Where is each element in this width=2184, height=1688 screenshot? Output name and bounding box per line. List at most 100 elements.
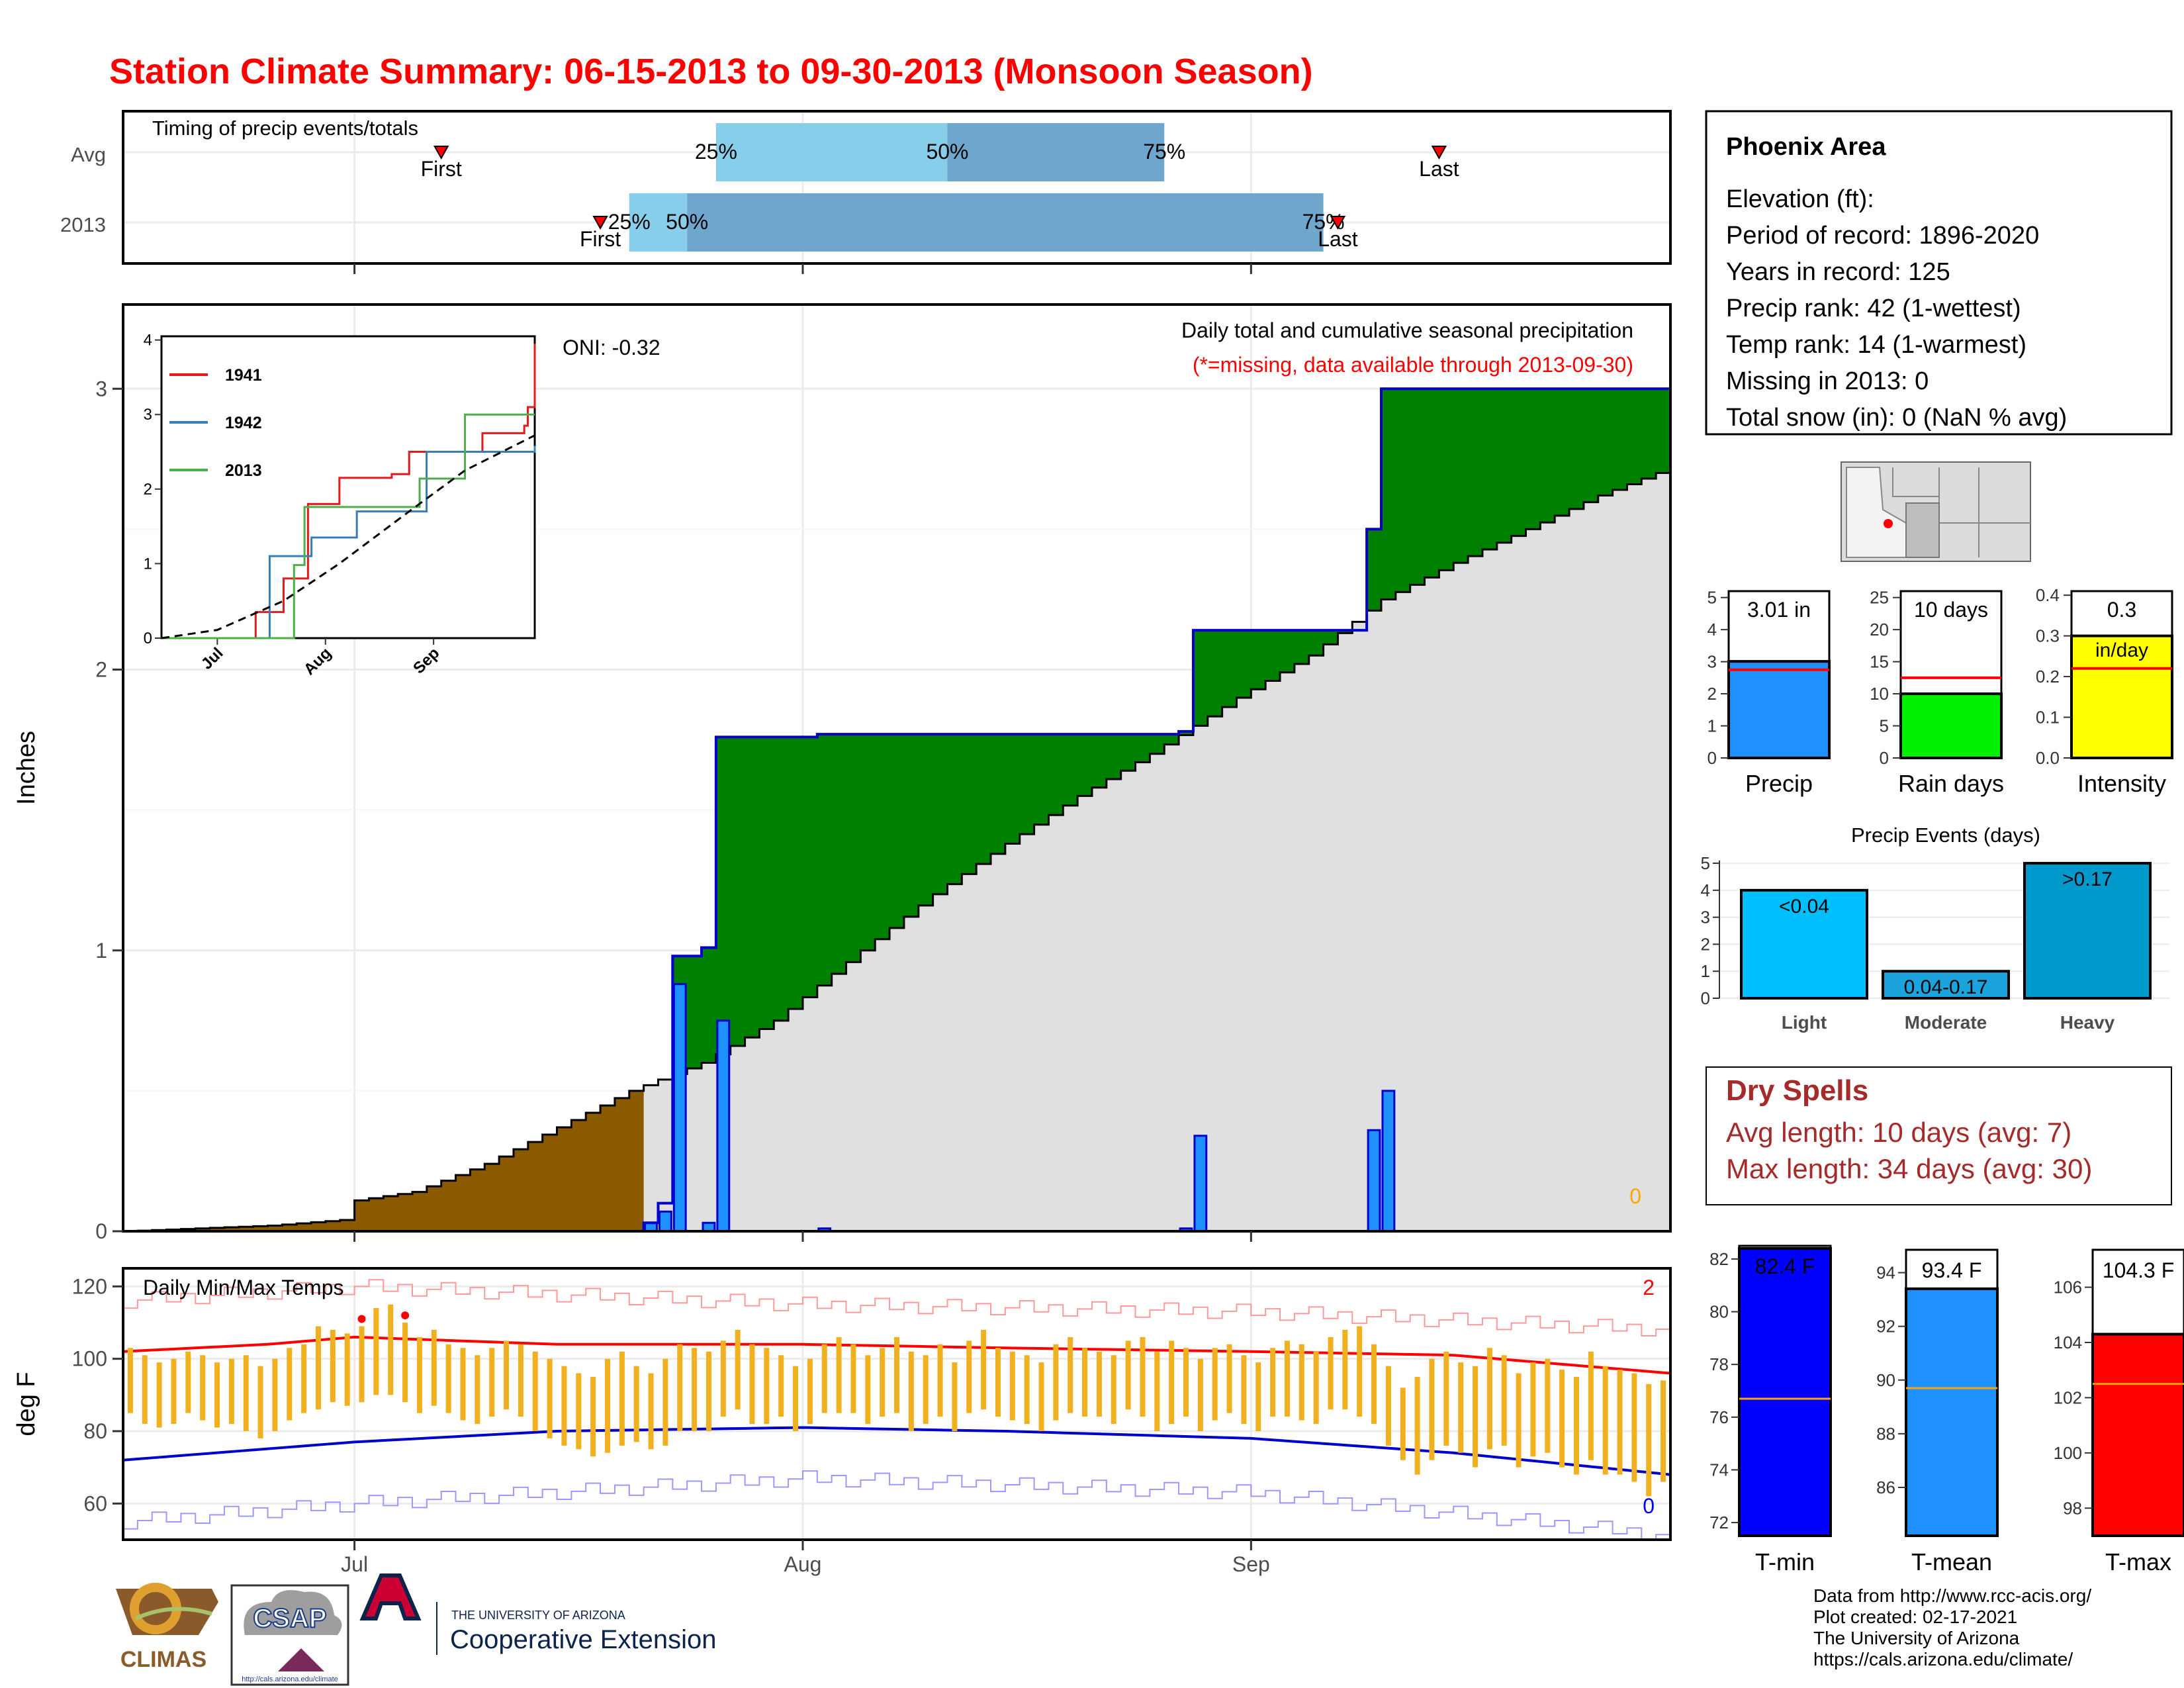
daily-precip-bar xyxy=(658,1210,672,1233)
precip-average-area xyxy=(1338,633,1353,1231)
precip-average-area xyxy=(1106,778,1122,1231)
precip-surplus-area xyxy=(1598,389,1614,496)
precip-surplus-area xyxy=(1265,630,1281,681)
events-ytick-label: 3 xyxy=(1701,908,1710,927)
summary-bar-precip xyxy=(1727,660,1831,760)
precip-average-area xyxy=(1453,563,1469,1231)
precip-surplus-area xyxy=(1555,389,1570,516)
precip-deficit-area xyxy=(369,1198,384,1231)
precip-surplus-area xyxy=(846,734,861,962)
precip-deficit-area xyxy=(586,1112,601,1231)
precip-average-area xyxy=(1424,577,1439,1231)
precip-average-area xyxy=(1525,529,1541,1231)
precip-average-area xyxy=(889,927,905,1231)
precip-average-area xyxy=(1251,689,1266,1231)
timing-marker-icon xyxy=(433,146,449,160)
precip-deficit-area xyxy=(383,1196,398,1231)
precip-surplus-area xyxy=(715,737,731,1055)
ua-extension-text: Cooperative Extension xyxy=(450,1625,716,1654)
xtick-label: Aug xyxy=(784,1552,822,1576)
precip-surplus-area xyxy=(788,737,803,1009)
precip-average-area xyxy=(1496,542,1512,1231)
timing-marker-icon xyxy=(1330,216,1346,230)
precip-surplus-area xyxy=(991,734,1006,854)
precip-average-area xyxy=(1280,672,1295,1231)
temp-ytick-label: 60 xyxy=(83,1491,107,1515)
precip-average-area xyxy=(991,853,1006,1231)
summary-bar-intensity xyxy=(2070,634,2173,759)
missing-count: 0 xyxy=(1629,1184,1641,1208)
timing-marker-label: Last xyxy=(1419,157,1459,181)
precip-surplus-area xyxy=(1323,630,1338,645)
oni-value: ONI: -0.32 xyxy=(563,336,660,359)
precip-panel: Inches 0 1 2 3 ONI: -0.32 Daily total and c… xyxy=(13,303,1672,1243)
temp-line-record-max xyxy=(123,1279,1671,1336)
events-bar-range: 0.04-0.17 xyxy=(1904,976,1988,998)
precip-surplus-area xyxy=(1034,734,1049,825)
precip-surplus-area xyxy=(1048,734,1064,816)
timing-marker-icon xyxy=(592,216,608,230)
summary-value: 10 days xyxy=(1914,598,1988,622)
precip-average-area xyxy=(759,1029,774,1231)
precip-ytick-label: 3 xyxy=(95,377,107,400)
timing-marker-label: First xyxy=(421,157,462,181)
record-low-count: 0 xyxy=(1643,1494,1655,1518)
precip-average-area xyxy=(1583,502,1599,1231)
precip-surplus-area xyxy=(702,947,717,1063)
temp-summary-ytick-label: 98 xyxy=(2063,1498,2082,1518)
precip-surplus-area xyxy=(860,734,876,951)
climas-logo: CLIMAS xyxy=(116,1583,218,1672)
precip-surplus-area xyxy=(1207,630,1223,717)
precip-average-area xyxy=(1265,680,1281,1231)
inset-line-2013 xyxy=(161,413,535,639)
precip-surplus-area xyxy=(1540,389,1555,523)
precip-average-area xyxy=(947,884,962,1231)
summary-ytick-label: 15 xyxy=(1870,652,1889,672)
credit-line: Plot created: 02-17-2021 xyxy=(1813,1607,2017,1627)
precip-surplus-area xyxy=(918,734,934,906)
precip-average-area xyxy=(918,905,934,1231)
ua-small-text: THE UNIVERSITY OF ARIZONA xyxy=(451,1609,625,1622)
inset-legend-label: 2013 xyxy=(225,461,262,480)
precip-surplus-area xyxy=(1612,389,1627,490)
precip-deficit-area xyxy=(340,1220,355,1231)
credit-line: Data from http://www.rcc-acis.org/ xyxy=(1813,1585,2091,1606)
precip-average-area xyxy=(1005,843,1021,1231)
temp-summary-ytick-label: 88 xyxy=(1876,1424,1895,1444)
precip-average-area xyxy=(1641,479,1657,1231)
precip-deficit-area xyxy=(354,1200,369,1231)
temp-summary-ytick-label: 72 xyxy=(1709,1513,1729,1532)
precip-surplus-area xyxy=(1179,731,1194,735)
missing-note: (*=missing, data available through 2013-… xyxy=(1193,353,1633,377)
precip-average-area xyxy=(1063,805,1078,1231)
precip-deficit-area xyxy=(513,1149,529,1231)
precip-deficit-area xyxy=(600,1105,615,1231)
precip-average-area xyxy=(1150,753,1165,1231)
precip-surplus-area xyxy=(1439,389,1454,571)
station-info-line: Period of record: 1896-2020 xyxy=(1726,222,2039,250)
precip-average-area xyxy=(933,894,948,1231)
climas-logo-text: CLIMAS xyxy=(120,1647,206,1672)
precip-deficit-area xyxy=(311,1222,326,1231)
precip-average-area xyxy=(875,939,890,1231)
precip-average-area xyxy=(745,1037,760,1231)
precip-average-area xyxy=(1323,644,1338,1231)
inset-ytick-label: 2 xyxy=(144,481,152,498)
precip-deficit-area xyxy=(643,1085,659,1223)
precip-average-area xyxy=(1120,771,1136,1231)
timing-label: Timing of precip events/totals xyxy=(152,117,418,140)
precip-average-area xyxy=(1627,484,1642,1231)
precip-surplus-area xyxy=(1424,389,1439,578)
station-info-line: Missing in 2013: 0 xyxy=(1726,367,1929,395)
temp-summary-ytick-label: 104 xyxy=(2054,1333,2082,1352)
university-of-arizona-logo: THE UNIVERSITY OF ARIZONA Cooperative Ex… xyxy=(359,1573,716,1655)
precip-deficit-area xyxy=(210,1227,225,1231)
timing-marker-label: Last xyxy=(1318,227,1358,251)
precip-surplus-area xyxy=(1367,529,1382,611)
precip-average-area xyxy=(1468,556,1483,1231)
precip-deficit-area xyxy=(296,1223,312,1231)
temp-summary-ytick-label: 92 xyxy=(1876,1317,1895,1336)
precip-surplus-area xyxy=(1468,389,1483,557)
precip-surplus-area xyxy=(1395,389,1411,592)
dry-spells-title: Dry Spells xyxy=(1726,1074,1868,1107)
